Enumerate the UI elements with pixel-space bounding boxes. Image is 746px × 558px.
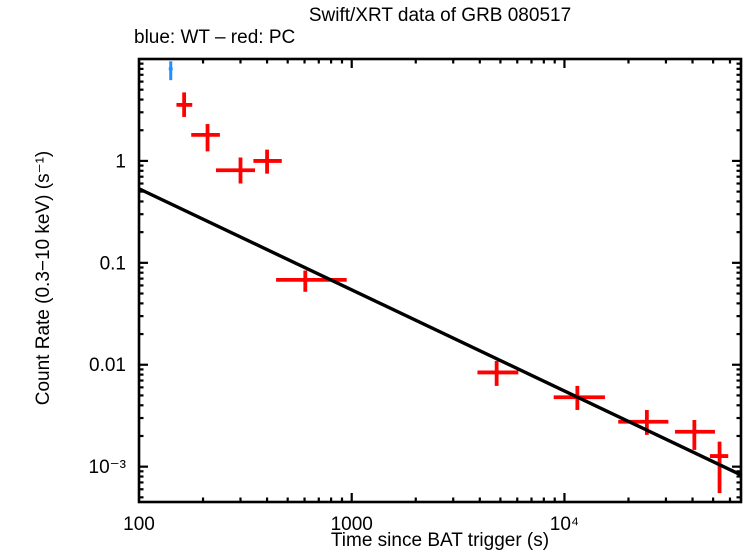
y-tick-label: 0.1 [100,253,126,274]
tick-labels: 100 1000 10⁴ 1 0.1 0.01 10⁻³ [89,151,580,535]
x-tick-label: 10⁴ [550,514,579,535]
y-axis-label: Count Rate (0.3−10 keV) (s⁻¹) [33,150,54,406]
chart-title: Swift/XRT data of GRB 080517 [308,5,572,26]
x-tick-label: 100 [123,514,155,535]
x-tick-label: 1000 [331,514,373,535]
pc-series [176,92,729,494]
wt-series [168,61,173,81]
powerlaw-fit-line [138,187,742,477]
y-tick-label: 1 [115,151,126,172]
x-axis-label: Time since BAT trigger (s) [330,530,550,551]
y-tick-label: 10⁻³ [89,457,127,478]
plot-frame [137,57,743,504]
y-tick-label: 0.01 [89,355,126,376]
mode-color-legend: blue: WT – red: PC [134,27,296,48]
axis-ticks [139,59,741,502]
